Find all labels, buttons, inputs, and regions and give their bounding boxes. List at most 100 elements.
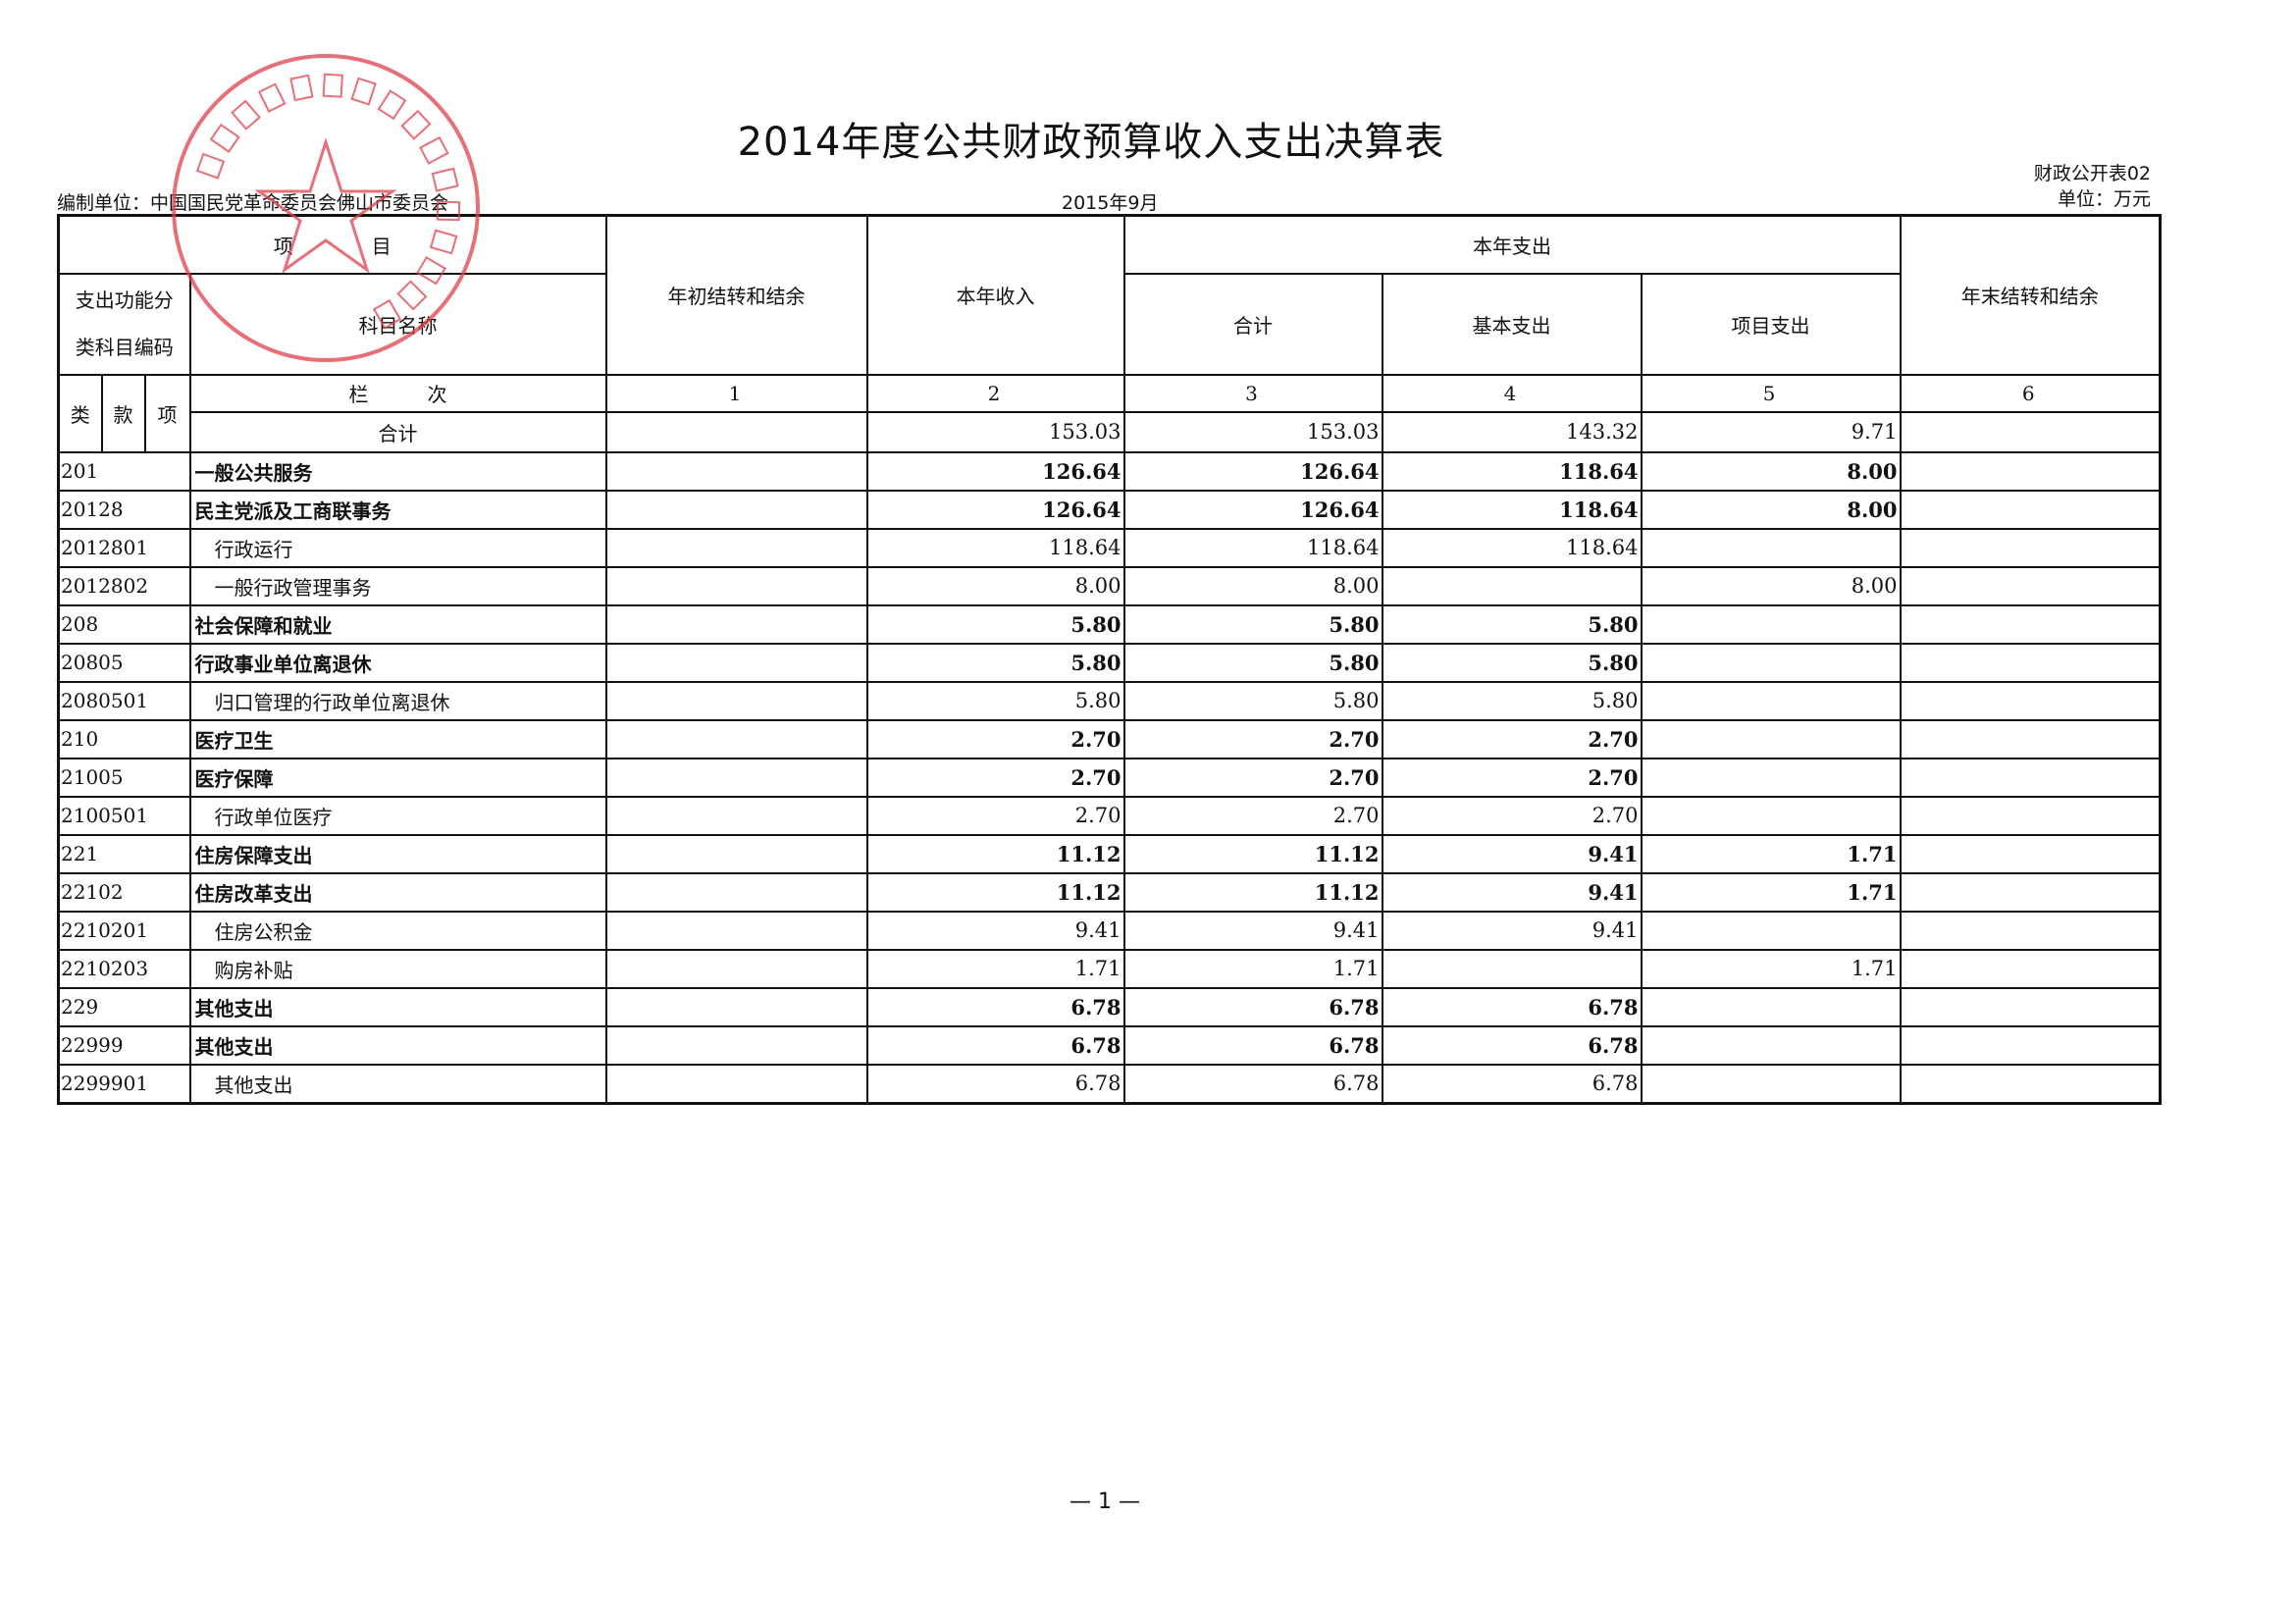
cell: 118.64 [1381,489,1643,530]
cell: 2.70 [1122,757,1383,798]
cell [604,833,868,874]
cell: 2.70 [1122,718,1383,759]
cell [604,757,868,798]
cell [604,410,868,453]
table-row: 2210201 住房公积金 9.41 9.41 9.41 [57,910,2162,951]
col-num: 5 [1640,373,1902,413]
cell: 5.80 [1381,680,1643,721]
cell [1899,1024,2162,1066]
table-row: 221 住房保障支出 11.12 11.12 9.41 1.71 [57,833,2162,874]
table-row: 229 其他支出 6.78 6.78 6.78 [57,986,2162,1027]
cell [1640,718,1902,759]
cell [1899,757,2162,798]
col-num: 6 [1899,373,2162,413]
cell: 126.64 [1122,489,1383,530]
cell [1640,757,1902,798]
cell: 118.64 [865,527,1125,568]
cell [1899,450,2162,492]
cell: 126.64 [865,450,1125,492]
cell [604,527,868,568]
row-name: 行政运行 [188,527,607,568]
cell [1899,795,2162,836]
table-row: 22102 住房改革支出 11.12 11.12 9.41 1.71 [57,871,2162,913]
cell: 5.80 [865,603,1125,645]
cell: 5.80 [1122,603,1383,645]
cell [1640,986,1902,1027]
cell [1899,680,2162,721]
cell: 143.32 [1381,410,1643,453]
row-name: 住房公积金 [188,910,607,951]
row-code: 208 [57,603,191,645]
page-number: — 1 — [1070,1490,1140,1514]
cell: 6.78 [1381,986,1643,1027]
row-name: 一般行政管理事务 [188,565,607,606]
cell: 118.64 [1381,450,1643,492]
cell: 126.64 [1122,450,1383,492]
header-begin-balance: 年初结转和结余 [604,214,868,376]
cell [1381,948,1643,989]
cell: 2.70 [1381,795,1643,836]
cell: 1.71 [865,948,1125,989]
table-row: 201 一般公共服务 126.64 126.64 118.64 8.00 [57,450,2162,492]
row-name: 住房改革支出 [188,871,607,913]
cell [1899,986,2162,1027]
row-code: 2210203 [57,948,191,989]
cell [604,986,868,1027]
cell [604,871,868,913]
seal-mark [289,74,314,102]
cell [1640,642,1902,683]
cell [604,1024,868,1066]
cell: 126.64 [865,489,1125,530]
cell: 6.78 [865,1063,1125,1104]
table-row: 2012802 一般行政管理事务 8.00 8.00 8.00 [57,565,2162,606]
row-name: 民主党派及工商联事务 [188,489,607,530]
table-row: 2210203 购房补贴 1.71 1.71 1.71 [57,948,2162,989]
total-label: 合计 [188,410,607,453]
cell: 2.70 [1381,718,1643,759]
cell [1640,1024,1902,1066]
cell [1899,718,2162,759]
row-code: 2080501 [57,680,191,721]
cell [1899,565,2162,606]
cell [1899,1063,2162,1104]
col-num: 1 [604,373,868,413]
header-code: 支出功能分 类科目编码 [57,272,191,376]
form-info: 财政公开表02 单位：万元 [2034,161,2151,212]
header-code-line1: 支出功能分 [75,288,174,312]
cell: 153.03 [865,410,1125,453]
row-name: 社会保障和就业 [188,603,607,645]
table-row: 2299901 其他支出 6.78 6.78 6.78 [57,1063,2162,1104]
cell [1640,603,1902,645]
cell: 11.12 [865,833,1125,874]
seal-mark [350,77,377,106]
cell [604,718,868,759]
row-name: 医疗保障 [188,757,607,798]
table-row: 210 医疗卫生 2.70 2.70 2.70 [57,718,2162,759]
row-code: 2299901 [57,1063,191,1104]
cell: 2.70 [865,718,1125,759]
row-code: 2210201 [57,910,191,951]
cell [1899,948,2162,989]
cell: 6.78 [1122,1063,1383,1104]
cell: 5.80 [1122,680,1383,721]
seal-mark [322,73,343,98]
header-code-line2: 类科目编码 [75,336,174,359]
cell: 8.00 [1640,450,1902,492]
row-code: 2012801 [57,527,191,568]
seal-mark [257,82,287,113]
cell [1899,410,2162,453]
report-date: 2015年9月 [1062,192,1159,214]
cell [1899,833,2162,874]
compiling-unit: 编制单位：中国国民党革命委员会佛山市委员会 [57,192,449,214]
form-number: 财政公开表02 [2033,163,2151,184]
cell: 9.41 [1381,833,1643,874]
cell [1899,603,2162,645]
cell: 6.78 [1381,1063,1643,1104]
cell: 5.80 [1122,642,1383,683]
cell [604,489,868,530]
row-code: 2100501 [57,795,191,836]
cell: 5.80 [1381,603,1643,645]
row-code: 22102 [57,871,191,913]
row-code: 2012802 [57,565,191,606]
cell [604,1063,868,1104]
